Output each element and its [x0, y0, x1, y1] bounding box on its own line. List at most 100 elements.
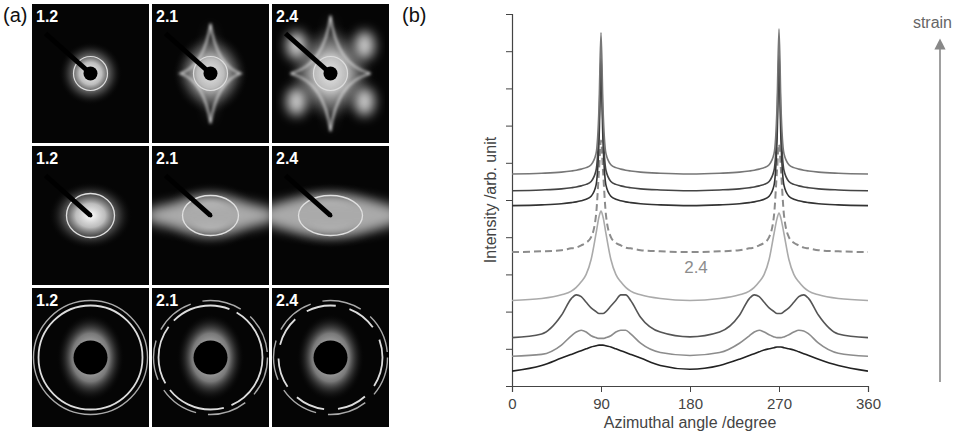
strain-label: 2.4 [276, 150, 298, 167]
beam-stop-arm [166, 34, 211, 74]
y-tick [506, 386, 512, 387]
scattering-image [32, 146, 149, 285]
diffraction-ring [39, 306, 143, 410]
amorphous-halo [177, 314, 245, 402]
intensity-curve [512, 29, 868, 174]
intensity-curve [512, 330, 868, 356]
scatter-lobe [291, 16, 371, 132]
x-tick-label: 270 [767, 395, 792, 412]
y-tick [506, 14, 512, 15]
curve-label: 2.4 [684, 258, 708, 277]
beam-stop [74, 341, 108, 375]
x-tick-mark [779, 386, 780, 392]
y-axis-line [506, 15, 513, 387]
intensity-curve [512, 140, 868, 252]
strain-label: 2.1 [156, 150, 178, 167]
y-tick-mark [506, 386, 512, 387]
strain-annotation: strain [913, 14, 952, 31]
beam-stop [204, 67, 218, 81]
strain-label: 1.2 [36, 292, 58, 309]
y-tick-mark [506, 274, 512, 275]
x-tick-label: 0 [508, 395, 516, 412]
y-tick-mark [506, 88, 512, 89]
beam-stop [329, 214, 333, 218]
scatter-ring [183, 196, 239, 236]
strain-label: 2.4 [276, 8, 298, 25]
y-tick [506, 88, 512, 89]
image-background [272, 4, 389, 143]
x-tick: 90 [593, 386, 610, 412]
image-background [152, 4, 269, 143]
image-background [32, 146, 149, 285]
y-tick [506, 200, 512, 201]
y-tick [506, 312, 512, 313]
diffraction-ring [154, 301, 268, 415]
x-tick-mark [690, 386, 691, 392]
x-tick: 180 [678, 386, 703, 412]
strain-label: 2.4 [276, 292, 298, 309]
x-tick-label: 90 [593, 395, 610, 412]
y-tick [506, 237, 512, 238]
y-tick-mark [506, 200, 512, 201]
scatter-ring [299, 196, 363, 236]
beam-stop [314, 341, 348, 375]
beam-stop [209, 214, 213, 218]
beam-stop [84, 67, 98, 81]
strain-label: 1.2 [36, 8, 58, 25]
beam-stop [324, 67, 338, 81]
x-tick-label: 360 [856, 395, 881, 412]
y-tick-mark [506, 126, 512, 127]
x-tick-mark [601, 386, 602, 392]
strain-label: 2.1 [156, 8, 178, 25]
y-tick-mark [506, 14, 512, 15]
amorphous-halo [57, 314, 125, 402]
y-tick [506, 126, 512, 127]
figure: (a)1.22.12.41.22.12.41.22.12.4(b)0901802… [0, 0, 967, 434]
x-tick-label: 180 [678, 395, 703, 412]
image-background [152, 288, 269, 427]
beam-stop-arm [166, 176, 211, 216]
intensity-curve [512, 345, 868, 371]
strain-label: 1.2 [36, 150, 58, 167]
scatter-spot [355, 88, 375, 116]
y-tick-mark [506, 51, 512, 52]
intensity-curve [512, 70, 868, 206]
diffraction-ring [159, 306, 263, 410]
image-background [272, 288, 389, 427]
diffraction-ring [279, 306, 383, 410]
y-tick [506, 163, 512, 164]
y-tick [506, 274, 512, 275]
x-tick: 360 [856, 386, 881, 412]
panel-letter: (a) [3, 4, 27, 26]
beam-stop [194, 341, 228, 375]
y-axis [506, 15, 513, 387]
scatter-streak [152, 201, 269, 231]
scatter-spot [287, 88, 307, 116]
scattering-image [152, 288, 269, 427]
scattering-image [272, 4, 389, 143]
strain-label: 2.1 [156, 292, 178, 309]
intensity-curve [512, 211, 868, 300]
y-tick-mark [506, 237, 512, 238]
image-background [32, 288, 149, 427]
scattering-image [272, 146, 389, 285]
image-background [32, 4, 149, 143]
diffraction-ring [34, 301, 148, 415]
y-tick [506, 51, 512, 52]
x-axis-title: Azimuthal angle /degree [604, 414, 777, 431]
scattering-image [32, 4, 149, 143]
x-axis: 0 90 180 270 360 [508, 386, 881, 412]
x-tick-mark [868, 386, 869, 392]
strain-arrow [939, 44, 941, 382]
y-axis-title: Intensity /arb. unit [482, 136, 499, 263]
intensity-curve [512, 51, 868, 191]
beam-stop-arm [286, 34, 331, 74]
beam-stop-arm [46, 176, 91, 216]
plot-lines [512, 29, 868, 371]
scatter-lobe [181, 24, 241, 124]
scattering-image [152, 4, 269, 143]
amorphous-halo [297, 314, 365, 402]
scatter-streak [272, 198, 389, 234]
diffraction-ring [274, 301, 388, 415]
intensity-curve [512, 295, 868, 338]
